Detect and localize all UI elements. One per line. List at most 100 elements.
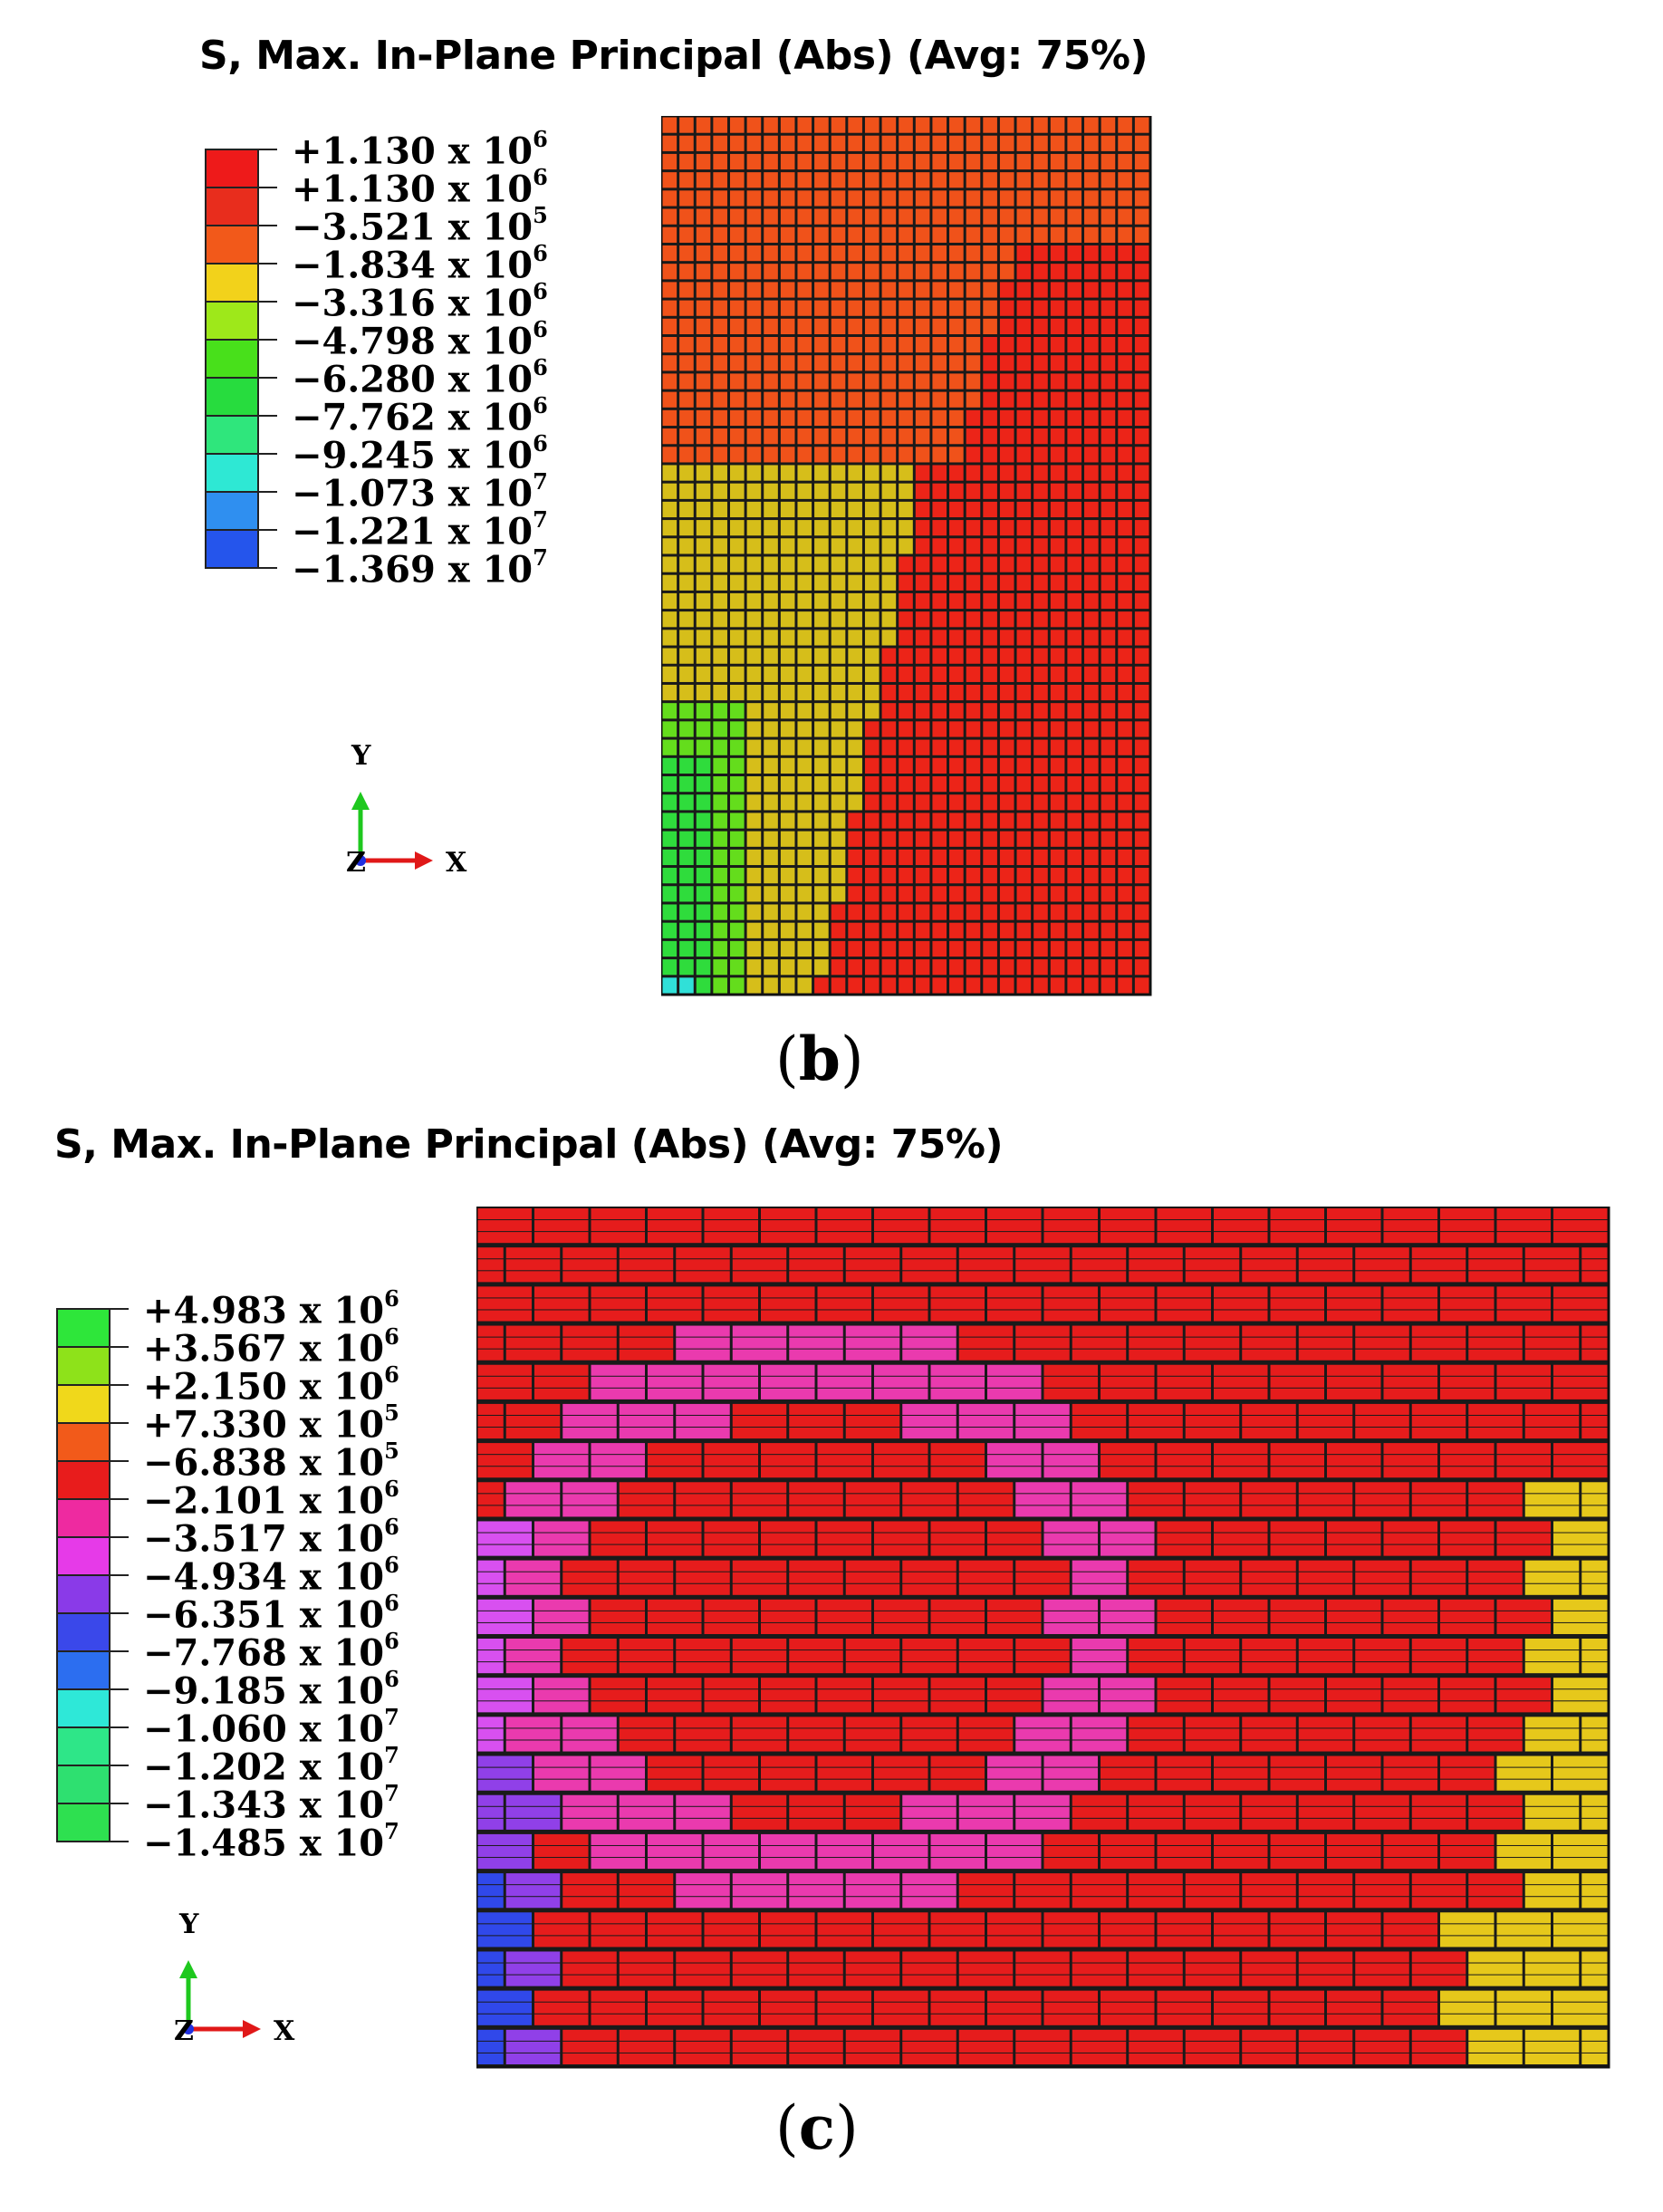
mesh-element <box>949 318 964 334</box>
mesh-element <box>999 794 1014 811</box>
mesh-element <box>1270 1912 1324 1924</box>
mesh-element <box>814 721 829 737</box>
mesh-element <box>1129 1885 1183 1897</box>
mesh-element <box>1043 1364 1098 1376</box>
legend-swatch <box>56 1346 111 1386</box>
mesh-element <box>814 684 829 701</box>
mesh-element <box>1033 574 1048 591</box>
mesh-element <box>958 1818 1014 1830</box>
mesh-element <box>619 1560 674 1572</box>
mesh-element <box>789 1951 843 1963</box>
mesh-element <box>1118 538 1132 554</box>
mesh-element <box>1015 1728 1070 1740</box>
mesh-element <box>1050 977 1065 994</box>
mesh-element <box>534 1611 589 1622</box>
mesh-element <box>1383 1455 1437 1467</box>
mesh-element <box>505 1806 561 1818</box>
mesh-element <box>1440 1208 1495 1220</box>
mesh-element <box>1524 2041 1580 2053</box>
mesh-element <box>1327 1689 1381 1701</box>
mesh-element <box>591 1845 645 1858</box>
mesh-element <box>1084 318 1099 334</box>
mesh-element <box>676 1337 730 1349</box>
mesh-element <box>949 337 964 353</box>
mesh-element <box>797 172 812 188</box>
mesh-element <box>1524 1717 1580 1728</box>
mesh-element <box>1185 1975 1240 1986</box>
mesh-element <box>1043 1232 1098 1244</box>
mesh-element <box>679 886 694 902</box>
mesh-element <box>1553 1858 1608 1870</box>
mesh-element <box>899 831 913 847</box>
mesh-element <box>1050 556 1065 572</box>
y-arrowhead-icon <box>351 792 370 810</box>
mesh-element <box>999 574 1014 591</box>
mesh-element <box>932 794 947 811</box>
mesh-element <box>915 483 930 499</box>
mesh-element <box>930 1622 985 1634</box>
mesh-element <box>1298 1482 1353 1494</box>
mesh-element <box>1016 300 1032 316</box>
mesh-element <box>780 666 795 682</box>
mesh-element <box>797 794 812 811</box>
mesh-element <box>831 959 846 976</box>
mesh-element <box>1016 868 1032 884</box>
mesh-element <box>1496 1286 1551 1298</box>
mesh-element <box>477 1717 504 1728</box>
mesh-element <box>1411 1650 1466 1662</box>
mesh-element <box>848 117 862 133</box>
mesh-element <box>864 666 880 682</box>
mesh-element <box>713 282 727 298</box>
mesh-element <box>1496 1220 1551 1232</box>
mesh-element <box>848 666 862 682</box>
mesh-element <box>1411 1560 1466 1572</box>
mesh-element <box>789 1662 843 1674</box>
mesh-element <box>966 794 981 811</box>
mesh-element <box>662 922 678 938</box>
mesh-element <box>881 574 897 591</box>
mesh-element <box>983 592 997 610</box>
mesh-element <box>932 264 947 280</box>
mesh-element <box>987 1611 1042 1622</box>
mesh-element <box>1270 1689 1324 1701</box>
mesh-element <box>1101 1232 1155 1244</box>
mesh-element <box>864 886 880 902</box>
mesh-element <box>1185 1740 1240 1752</box>
mesh-element <box>1118 630 1132 646</box>
mesh-element <box>881 630 897 646</box>
mesh-element <box>729 117 745 133</box>
mesh-element <box>899 447 913 463</box>
mesh-element <box>746 556 762 572</box>
mesh-element <box>477 1701 532 1713</box>
mesh-element <box>983 940 997 957</box>
mesh-element <box>1084 501 1099 518</box>
mesh-element <box>534 1678 589 1689</box>
mesh-element <box>983 684 997 701</box>
mesh-element <box>1157 1208 1211 1220</box>
mesh-element <box>1033 831 1048 847</box>
mesh-element <box>1581 1728 1608 1740</box>
mesh-element <box>505 1337 561 1349</box>
mesh-element <box>662 666 678 682</box>
mesh-element <box>949 373 964 390</box>
mesh-element <box>562 1873 617 1885</box>
mesh-element <box>619 1885 674 1897</box>
mesh-element <box>729 483 745 499</box>
mesh-element <box>1067 135 1082 151</box>
mesh-element <box>648 1701 702 1713</box>
mesh-element <box>729 355 745 371</box>
mesh-element <box>983 153 997 170</box>
mesh-element <box>1185 1806 1240 1818</box>
mesh-element <box>983 483 997 499</box>
mesh-element <box>1270 1286 1324 1298</box>
mesh-element <box>797 447 812 463</box>
mesh-element <box>930 1767 985 1779</box>
mesh-element <box>1298 1428 1353 1439</box>
mesh-element <box>1043 1443 1098 1455</box>
mesh-element <box>1101 1298 1155 1310</box>
mesh-element <box>696 264 711 280</box>
mesh-element <box>1581 1951 1608 1963</box>
mesh-element <box>1118 977 1132 994</box>
mesh-element <box>729 282 745 298</box>
mesh-element <box>1327 1467 1381 1478</box>
